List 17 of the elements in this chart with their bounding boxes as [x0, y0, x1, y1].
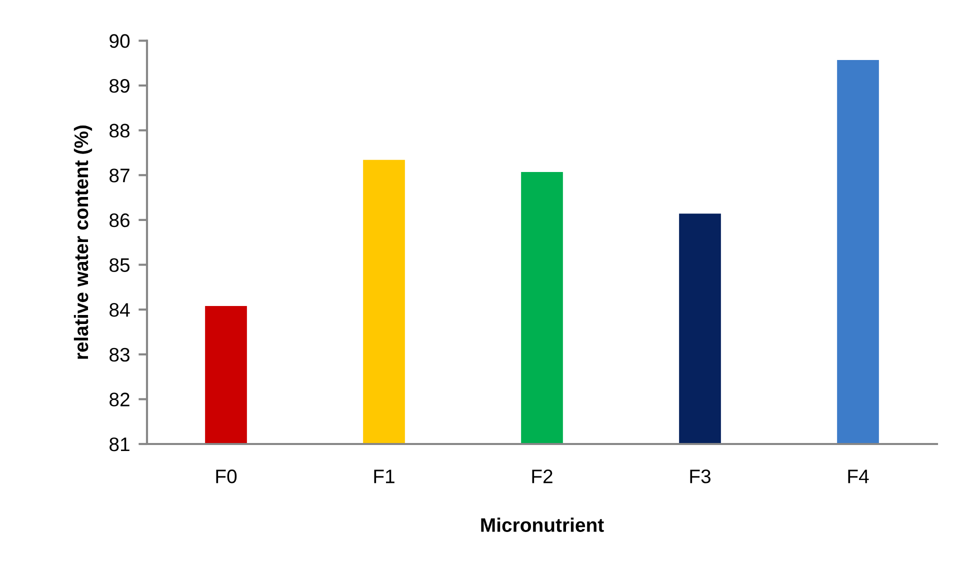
- x-tick-label: F4: [848, 470, 869, 484]
- x-tick-label: F1: [374, 470, 394, 484]
- y-tick-label: 81: [110, 437, 130, 452]
- x-tick-label: F2: [532, 470, 552, 484]
- y-tick-label: 90: [110, 34, 130, 48]
- y-tick-label: 89: [110, 78, 130, 93]
- y-tick-label: 86: [110, 213, 130, 228]
- y-tick-label: 83: [110, 348, 130, 362]
- x-tick-label: F3: [690, 470, 710, 484]
- x-axis-title: Micronutrient: [481, 518, 604, 532]
- y-tick-label: 84: [110, 303, 130, 317]
- y-axis-title: relative water content (%): [74, 126, 92, 359]
- y-tick-label: 87: [110, 168, 130, 182]
- y-tick-label: 85: [110, 258, 130, 272]
- y-tick-label: 82: [110, 392, 130, 406]
- x-tick-label: F0: [216, 470, 237, 484]
- y-tick-label: 88: [110, 124, 130, 138]
